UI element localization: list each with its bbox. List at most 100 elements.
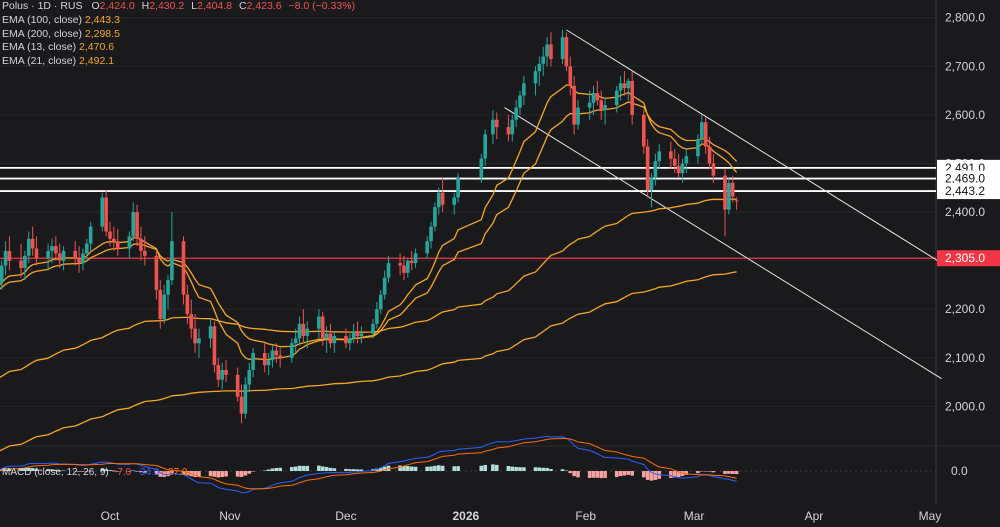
symbol-label[interactable]: Polus · 1D · RUS <box>2 0 83 12</box>
time-axis[interactable]: Oct Nov Dec 2026 Feb Mar Apr May <box>101 509 942 523</box>
macd-histogram-bar <box>351 469 356 471</box>
candle-body <box>409 260 414 264</box>
macd-histogram-bar <box>452 466 457 471</box>
macd-line <box>0 435 737 494</box>
macd-histogram-bar <box>166 471 170 477</box>
macd-histogram-bar <box>143 471 147 473</box>
time-tick-label: May <box>919 509 942 523</box>
candle-body <box>301 323 306 336</box>
macd-histogram-bar <box>699 471 704 472</box>
candle-body <box>703 122 708 147</box>
macd-histogram-bar <box>344 468 348 471</box>
macd-histogram-bar <box>247 471 252 474</box>
candle-body <box>614 90 619 106</box>
indicator-label: EMA (21, close) <box>2 55 77 68</box>
macd-histogram-bar <box>115 471 120 472</box>
ema-lines <box>0 84 738 452</box>
macd-histogram-bar <box>653 471 658 481</box>
candle-body <box>406 260 410 273</box>
macd-histogram-bar <box>413 466 418 471</box>
indicator-row-ema13[interactable]: EMA (13, close) 2,470.6 <box>2 41 355 55</box>
ohlc-high-value: 2,430.2 <box>149 0 185 12</box>
price-axis[interactable]: 2,800.02,700.02,600.02,500.02,400.02,300… <box>945 11 985 478</box>
macd-histogram-bar <box>618 471 623 477</box>
macd-histogram-bar <box>723 471 727 474</box>
macd-histogram-bar <box>266 469 271 471</box>
indicator-row-ema200[interactable]: EMA (200, close) 2,298.5 <box>2 28 355 42</box>
candle-body <box>344 335 348 344</box>
macd-histogram-bar <box>26 467 31 471</box>
candle-body <box>50 246 54 251</box>
candle-body <box>429 226 433 242</box>
candle-body <box>669 151 673 159</box>
candle-body <box>549 44 553 60</box>
price-tick-label: 2,800.0 <box>945 11 985 25</box>
candle-body <box>185 294 190 315</box>
candle-body <box>576 107 580 125</box>
macd-histogram-bar <box>696 471 700 474</box>
candle-body <box>181 241 186 295</box>
candle-body <box>626 80 631 89</box>
macd-histogram-bar <box>320 466 325 471</box>
macd-histogram-bar <box>506 466 511 471</box>
macd-histogram-bar <box>251 471 255 472</box>
channel-line <box>566 29 942 264</box>
candle-body <box>727 182 731 210</box>
candle-body <box>197 338 201 344</box>
macd-histogram-bar <box>158 471 163 477</box>
candle-body <box>699 122 704 140</box>
macd-signal-line <box>0 438 737 490</box>
candle-body <box>239 396 244 414</box>
candle-body <box>510 119 515 135</box>
macd-histogram-bar <box>549 469 553 471</box>
macd-histogram-bar <box>491 464 495 471</box>
candle-body <box>653 161 658 179</box>
macd-histogram-bar <box>84 471 89 472</box>
macd-tick-label: 0.0 <box>951 464 968 478</box>
macd-histogram-bar <box>533 467 538 471</box>
candle-body <box>351 331 356 339</box>
indicator-label: EMA (100, close) <box>2 13 82 26</box>
macd-histogram-bar <box>359 469 364 471</box>
level-badge-label: 2,443.2 <box>945 184 985 198</box>
macd-histogram-bar <box>220 471 224 478</box>
macd-histogram-bar <box>626 471 631 475</box>
candle-body <box>34 248 39 259</box>
macd-histogram-bar <box>243 471 248 476</box>
macd-histogram-bar <box>514 466 518 471</box>
macd-histogram-bar <box>572 471 576 477</box>
candle-body <box>545 44 549 57</box>
candle-body <box>154 255 159 290</box>
candle-body <box>81 253 85 264</box>
indicator-row-ema100[interactable]: EMA (100, close) 2,443.3 <box>2 14 355 28</box>
candle-body <box>77 258 81 264</box>
indicator-row-ema21[interactable]: EMA (21, close) 2,492.1 <box>2 55 355 69</box>
candle-body <box>595 93 600 101</box>
macd-histogram-bar <box>278 467 282 471</box>
macd-histogram-bar <box>57 470 62 471</box>
candle-body <box>170 241 174 281</box>
candle-body <box>104 197 108 232</box>
candle-body <box>560 37 565 60</box>
candle-body <box>189 314 194 329</box>
candle-body <box>398 263 402 266</box>
macd-histogram-bar <box>317 465 321 471</box>
macd-legend[interactable]: MACD (close, 12, 26, 9) −7.0 −34.0 −27.0 <box>2 467 187 478</box>
macd-histogram-bar <box>112 470 116 471</box>
candle-body <box>262 352 267 366</box>
candle-body <box>224 369 228 375</box>
macd-histogram-bar <box>355 469 360 471</box>
macd-histogram-bar <box>208 471 213 477</box>
candle-body <box>587 102 592 108</box>
price-tick-label: 2,000.0 <box>945 399 985 413</box>
candle-body <box>270 350 275 361</box>
macd-histogram-bar <box>518 467 522 471</box>
candle-body <box>425 241 429 254</box>
macd-histogram-bar <box>398 465 402 471</box>
candle-body <box>108 231 112 239</box>
macd-histogram-bar <box>61 470 66 471</box>
candle-body <box>266 360 271 366</box>
candle-body <box>572 85 576 125</box>
candle-body <box>522 83 526 96</box>
